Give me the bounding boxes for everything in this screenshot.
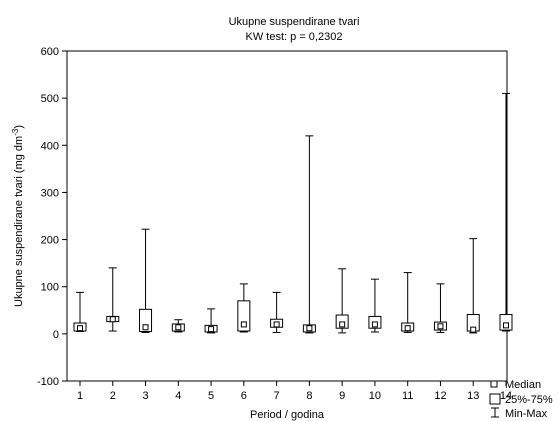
median-marker: [208, 326, 215, 333]
median-marker: [437, 323, 444, 330]
y-tick-label: 600: [41, 46, 59, 58]
y-axis-label-close: ): [13, 125, 25, 129]
x-tick-label: 9: [339, 390, 345, 402]
median-marker: [175, 324, 182, 331]
y-tick-label: 400: [41, 140, 59, 152]
y-axis-label-main: Ukupne suspendirane tvari (mg dm: [13, 136, 25, 307]
y-tick-label: -100: [37, 376, 59, 388]
y-tick-label: 300: [41, 187, 59, 199]
x-tick-label: 7: [274, 390, 280, 402]
x-tick-label: 6: [241, 390, 247, 402]
y-axis-label: Ukupne suspendirane tvari (mg dm-3): [11, 125, 25, 307]
x-tick-label: 2: [110, 390, 116, 402]
y-axis-label-sup: -3: [11, 128, 20, 136]
median-marker: [339, 321, 346, 328]
legend-box-label: 25%-75%: [505, 394, 553, 406]
x-tick-label: 11: [402, 390, 413, 402]
x-tick-label: 4: [175, 390, 181, 402]
x-tick-label: 8: [306, 390, 312, 402]
median-marker: [470, 326, 477, 333]
box-group: [335, 268, 349, 334]
y-axis: -100 0 100 200 300 400 500 600: [37, 46, 67, 388]
y-tick-label: 0: [53, 329, 59, 341]
legend-box-swatch: [489, 393, 501, 405]
x-tick-label: 1: [77, 390, 83, 402]
box-group: [499, 92, 513, 332]
chart-subtitle: KW test: p = 0,2302: [246, 31, 343, 43]
box-group: [466, 238, 480, 334]
legend-minmax-label: Min-Max: [505, 408, 548, 420]
legend: Median 25%-75% Min-Max: [489, 379, 553, 420]
median-marker: [109, 316, 116, 323]
box-group: [401, 272, 415, 333]
y-tick-label: 500: [41, 93, 59, 105]
median-marker: [404, 325, 411, 332]
median-marker: [306, 325, 313, 332]
median-marker: [503, 322, 509, 329]
box-group: [171, 319, 185, 333]
median-marker: [273, 321, 280, 328]
median-marker: [240, 321, 247, 328]
box-group: [204, 308, 218, 334]
y-tick-label: 200: [41, 235, 59, 247]
median-marker: [371, 321, 378, 328]
x-axis: 1 2 3 4 5 6 7 8 9 10 11 12 13 14: [77, 381, 512, 402]
box-group: [302, 135, 316, 334]
chart-title: Ukupne suspendirane tvari: [229, 16, 360, 28]
legend-median-label: Median: [505, 379, 541, 391]
box-group: [106, 267, 120, 332]
legend-whisker-swatch: [491, 407, 499, 418]
x-tick-label: 10: [369, 390, 381, 402]
plot-area: [66, 50, 508, 382]
median-marker: [142, 324, 149, 331]
box-group: [237, 283, 251, 333]
x-tick-label: 12: [434, 390, 446, 402]
median-marker: [77, 325, 83, 332]
box-group: [73, 291, 87, 332]
legend-median-swatch: [490, 380, 498, 388]
x-tick-label: 13: [467, 390, 479, 402]
x-axis-label: Period / godina: [250, 409, 325, 421]
x-tick-label: 14: [500, 390, 512, 402]
x-tick-label: 5: [208, 390, 214, 402]
box-group: [270, 291, 284, 333]
y-tick-label: 100: [41, 282, 59, 294]
box-series: [73, 92, 513, 334]
box-group: [139, 228, 153, 333]
x-tick-label: 3: [142, 390, 148, 402]
box-group: [368, 278, 382, 333]
box-group: [433, 283, 447, 333]
